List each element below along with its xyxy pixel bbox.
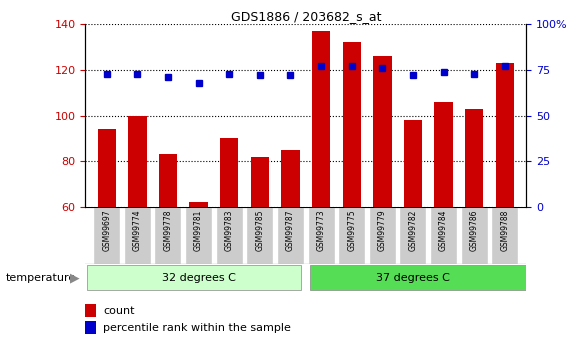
Bar [85, 304, 96, 317]
Text: 32 degrees C: 32 degrees C [162, 273, 236, 283]
Text: GSM99697: GSM99697 [102, 210, 111, 252]
Bar [308, 207, 335, 264]
Bar [189, 203, 208, 207]
Bar [281, 150, 300, 207]
Bar [496, 63, 514, 207]
Text: count: count [103, 306, 135, 316]
Text: GSM99786: GSM99786 [470, 210, 479, 252]
Bar [435, 102, 453, 207]
Bar [85, 321, 96, 334]
Bar [399, 207, 426, 264]
Bar [404, 120, 422, 207]
Bar [492, 207, 518, 264]
Bar [98, 129, 116, 207]
Text: percentile rank within the sample: percentile rank within the sample [103, 323, 291, 333]
Bar [220, 138, 238, 207]
Bar [246, 207, 273, 264]
Text: GSM99774: GSM99774 [133, 210, 142, 252]
Bar [430, 207, 457, 264]
Text: GSM99783: GSM99783 [225, 210, 233, 252]
Text: GSM99782: GSM99782 [409, 210, 417, 251]
Bar [342, 42, 361, 207]
Title: GDS1886 / 203682_s_at: GDS1886 / 203682_s_at [230, 10, 381, 23]
Text: GSM99785: GSM99785 [255, 210, 265, 252]
Bar [277, 207, 304, 264]
Bar [465, 109, 483, 207]
Text: temperature: temperature [6, 273, 76, 283]
Bar [93, 207, 120, 264]
Bar [369, 207, 396, 264]
Bar [250, 157, 269, 207]
Text: GSM99778: GSM99778 [163, 210, 172, 252]
Bar [373, 56, 392, 207]
Text: GSM99787: GSM99787 [286, 210, 295, 252]
Text: GSM99779: GSM99779 [378, 210, 387, 252]
Bar [159, 155, 177, 207]
Bar [155, 207, 182, 264]
Bar [312, 31, 330, 207]
Text: GSM99784: GSM99784 [439, 210, 448, 252]
Bar [310, 265, 532, 290]
Bar [185, 207, 212, 264]
Text: GSM99788: GSM99788 [500, 210, 509, 251]
Text: ▶: ▶ [70, 271, 79, 284]
Text: 37 degrees C: 37 degrees C [376, 273, 450, 283]
Bar [124, 207, 151, 264]
Bar [338, 207, 365, 264]
Bar [461, 207, 487, 264]
Text: GSM99773: GSM99773 [316, 210, 326, 252]
Bar [87, 265, 300, 290]
Text: GSM99775: GSM99775 [347, 210, 356, 252]
Text: GSM99781: GSM99781 [194, 210, 203, 251]
Bar [216, 207, 243, 264]
Bar [128, 116, 146, 207]
